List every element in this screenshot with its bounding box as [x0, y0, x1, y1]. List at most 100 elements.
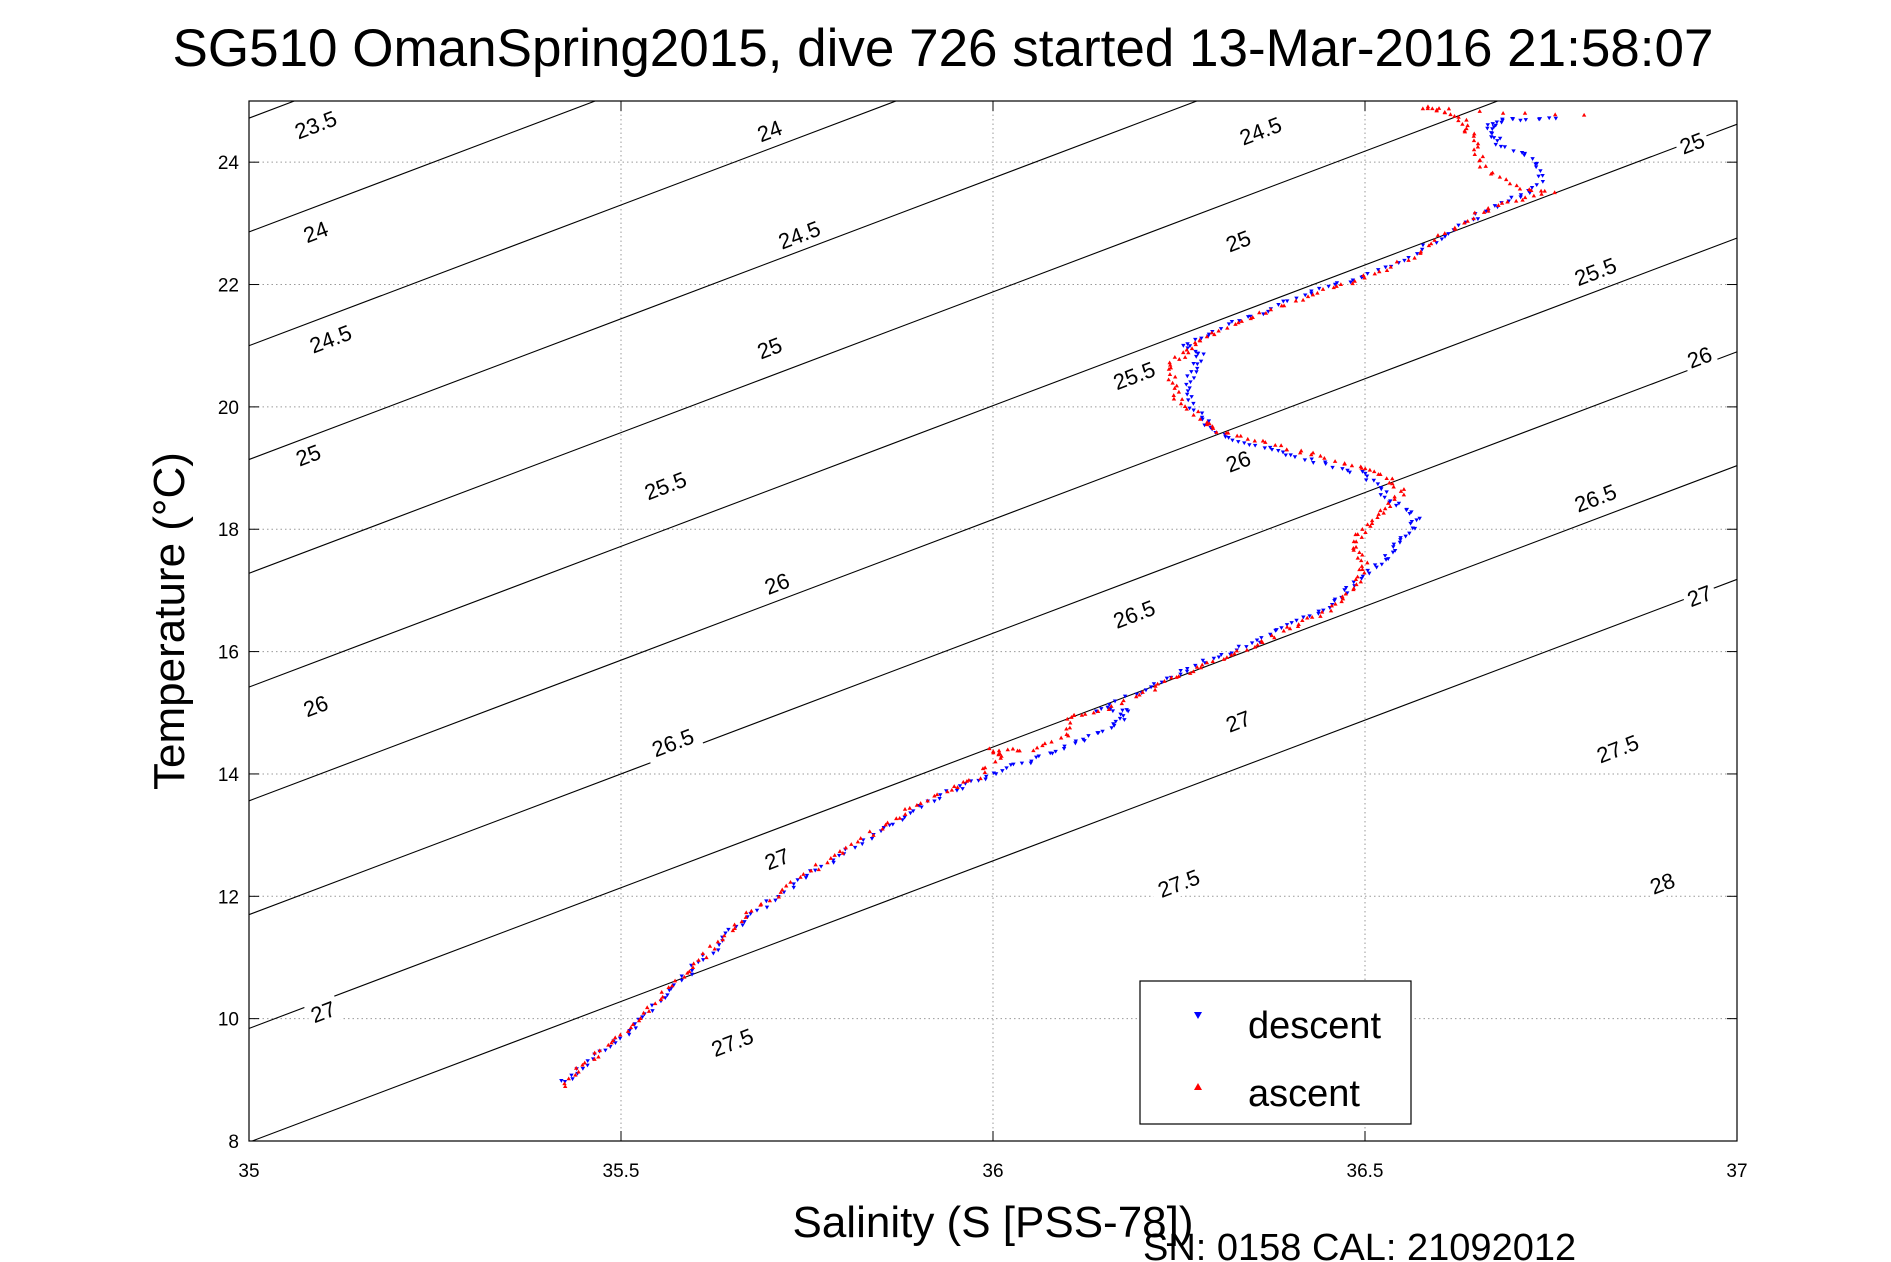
data-point-ascent: [1377, 269, 1382, 274]
data-point-descent: [716, 948, 721, 953]
data-point-descent: [1402, 258, 1407, 263]
contour-label-background: [757, 565, 797, 602]
data-point-descent: [1185, 342, 1190, 347]
data-point-ascent: [1391, 484, 1396, 489]
data-point-ascent: [1069, 715, 1074, 719]
data-point-descent: [1518, 195, 1523, 200]
data-point-descent: [1382, 495, 1387, 500]
data-point-descent: [716, 943, 722, 947]
data-point-descent: [911, 809, 916, 814]
data-point-descent: [1490, 122, 1495, 126]
data-point-ascent: [1333, 601, 1338, 606]
data-point-ascent: [1042, 741, 1048, 746]
data-point-ascent: [1040, 743, 1045, 748]
data-point-ascent: [1426, 243, 1432, 248]
data-point-ascent: [562, 1081, 567, 1086]
data-point-ascent: [867, 829, 872, 834]
data-point-ascent: [1204, 334, 1210, 339]
contour-label-text: 27.5: [708, 1023, 757, 1062]
x-tick-label: 37: [1726, 1161, 1747, 1182]
data-point-descent: [1398, 538, 1403, 542]
data-point-ascent: [1297, 450, 1303, 455]
data-point-descent: [1382, 554, 1388, 558]
data-point-descent: [937, 796, 942, 801]
density-contour-label: 25: [1672, 125, 1712, 161]
data-point-ascent: [1310, 292, 1316, 297]
data-point-ascent: [840, 850, 846, 855]
data-point-descent: [711, 951, 716, 956]
data-point-descent: [1500, 117, 1505, 122]
data-point-descent: [1117, 716, 1123, 721]
data-point-descent: [957, 784, 963, 789]
data-point-ascent: [1401, 487, 1407, 491]
data-point-descent: [804, 873, 810, 878]
data-point-descent: [1276, 449, 1281, 453]
contour-label-background: [296, 687, 336, 724]
data-point-ascent: [1354, 582, 1359, 587]
data-point-ascent: [1167, 360, 1172, 365]
data-point-ascent: [1068, 720, 1073, 725]
data-point-ascent: [641, 1010, 646, 1015]
data-point-descent: [1199, 415, 1205, 420]
data-point-ascent: [1514, 183, 1519, 188]
data-point-ascent: [1483, 164, 1488, 168]
data-point-ascent: [1475, 144, 1481, 149]
data-point-ascent: [1010, 746, 1016, 751]
data-point-ascent: [1446, 106, 1452, 111]
data-point-descent: [1093, 709, 1099, 714]
data-point-descent: [580, 1066, 586, 1071]
data-point-ascent: [825, 860, 830, 865]
data-point-ascent: [1434, 107, 1439, 112]
data-point-descent: [1237, 319, 1242, 323]
density-contour-line: [249, 101, 597, 233]
data-point-descent: [748, 912, 753, 916]
data-point-ascent: [1363, 466, 1368, 471]
data-point-ascent: [1552, 190, 1557, 195]
data-point-descent: [881, 826, 887, 830]
contour-label-background: [288, 437, 328, 473]
data-point-ascent: [1188, 671, 1193, 675]
data-point-descent: [902, 815, 907, 820]
data-point-descent: [650, 1009, 655, 1013]
data-point-descent: [1248, 314, 1253, 319]
data-point-descent: [1100, 729, 1105, 734]
data-point-descent: [1475, 217, 1481, 222]
contour-label-background: [1679, 577, 1720, 614]
data-point-ascent: [1490, 170, 1495, 175]
density-contour-label: 24: [296, 213, 336, 250]
data-point-ascent: [966, 777, 972, 782]
data-point-ascent: [1182, 355, 1188, 359]
data-point-descent: [1195, 351, 1200, 356]
contour-label-background: [1229, 108, 1292, 153]
data-point-ascent: [1420, 106, 1426, 111]
data-point-ascent: [597, 1048, 603, 1053]
data-point-ascent: [855, 839, 861, 844]
data-point-descent: [1489, 135, 1494, 140]
data-point-ascent: [1137, 692, 1142, 697]
data-point-ascent: [1278, 443, 1284, 448]
contour-label-background: [1672, 125, 1712, 161]
data-point-descent: [1105, 705, 1110, 710]
data-point-ascent: [1300, 618, 1305, 623]
data-point-descent: [781, 890, 787, 895]
data-point-ascent: [1349, 463, 1355, 468]
data-point-ascent: [1155, 681, 1160, 686]
data-point-ascent: [1486, 208, 1491, 213]
data-point-ascent: [1452, 225, 1458, 230]
data-point-ascent: [700, 951, 706, 956]
data-point-descent: [887, 823, 892, 828]
data-point-descent: [1189, 370, 1194, 374]
data-point-ascent: [1527, 187, 1532, 191]
data-point-ascent: [1352, 278, 1357, 283]
data-point-ascent: [849, 842, 854, 846]
data-point-ascent: [1442, 231, 1447, 235]
data-point-ascent: [1121, 698, 1126, 703]
data-point-descent: [1198, 359, 1204, 364]
data-point-ascent: [952, 784, 957, 788]
density-contour-labels: 23.52424.52526272424.52525.52626.52727.5…: [284, 102, 1720, 1065]
data-point-descent: [1497, 136, 1503, 141]
data-point-descent: [1120, 708, 1125, 713]
data-point-ascent: [1350, 281, 1355, 286]
data-point-ascent: [1296, 622, 1301, 626]
data-point-ascent: [596, 1054, 601, 1059]
